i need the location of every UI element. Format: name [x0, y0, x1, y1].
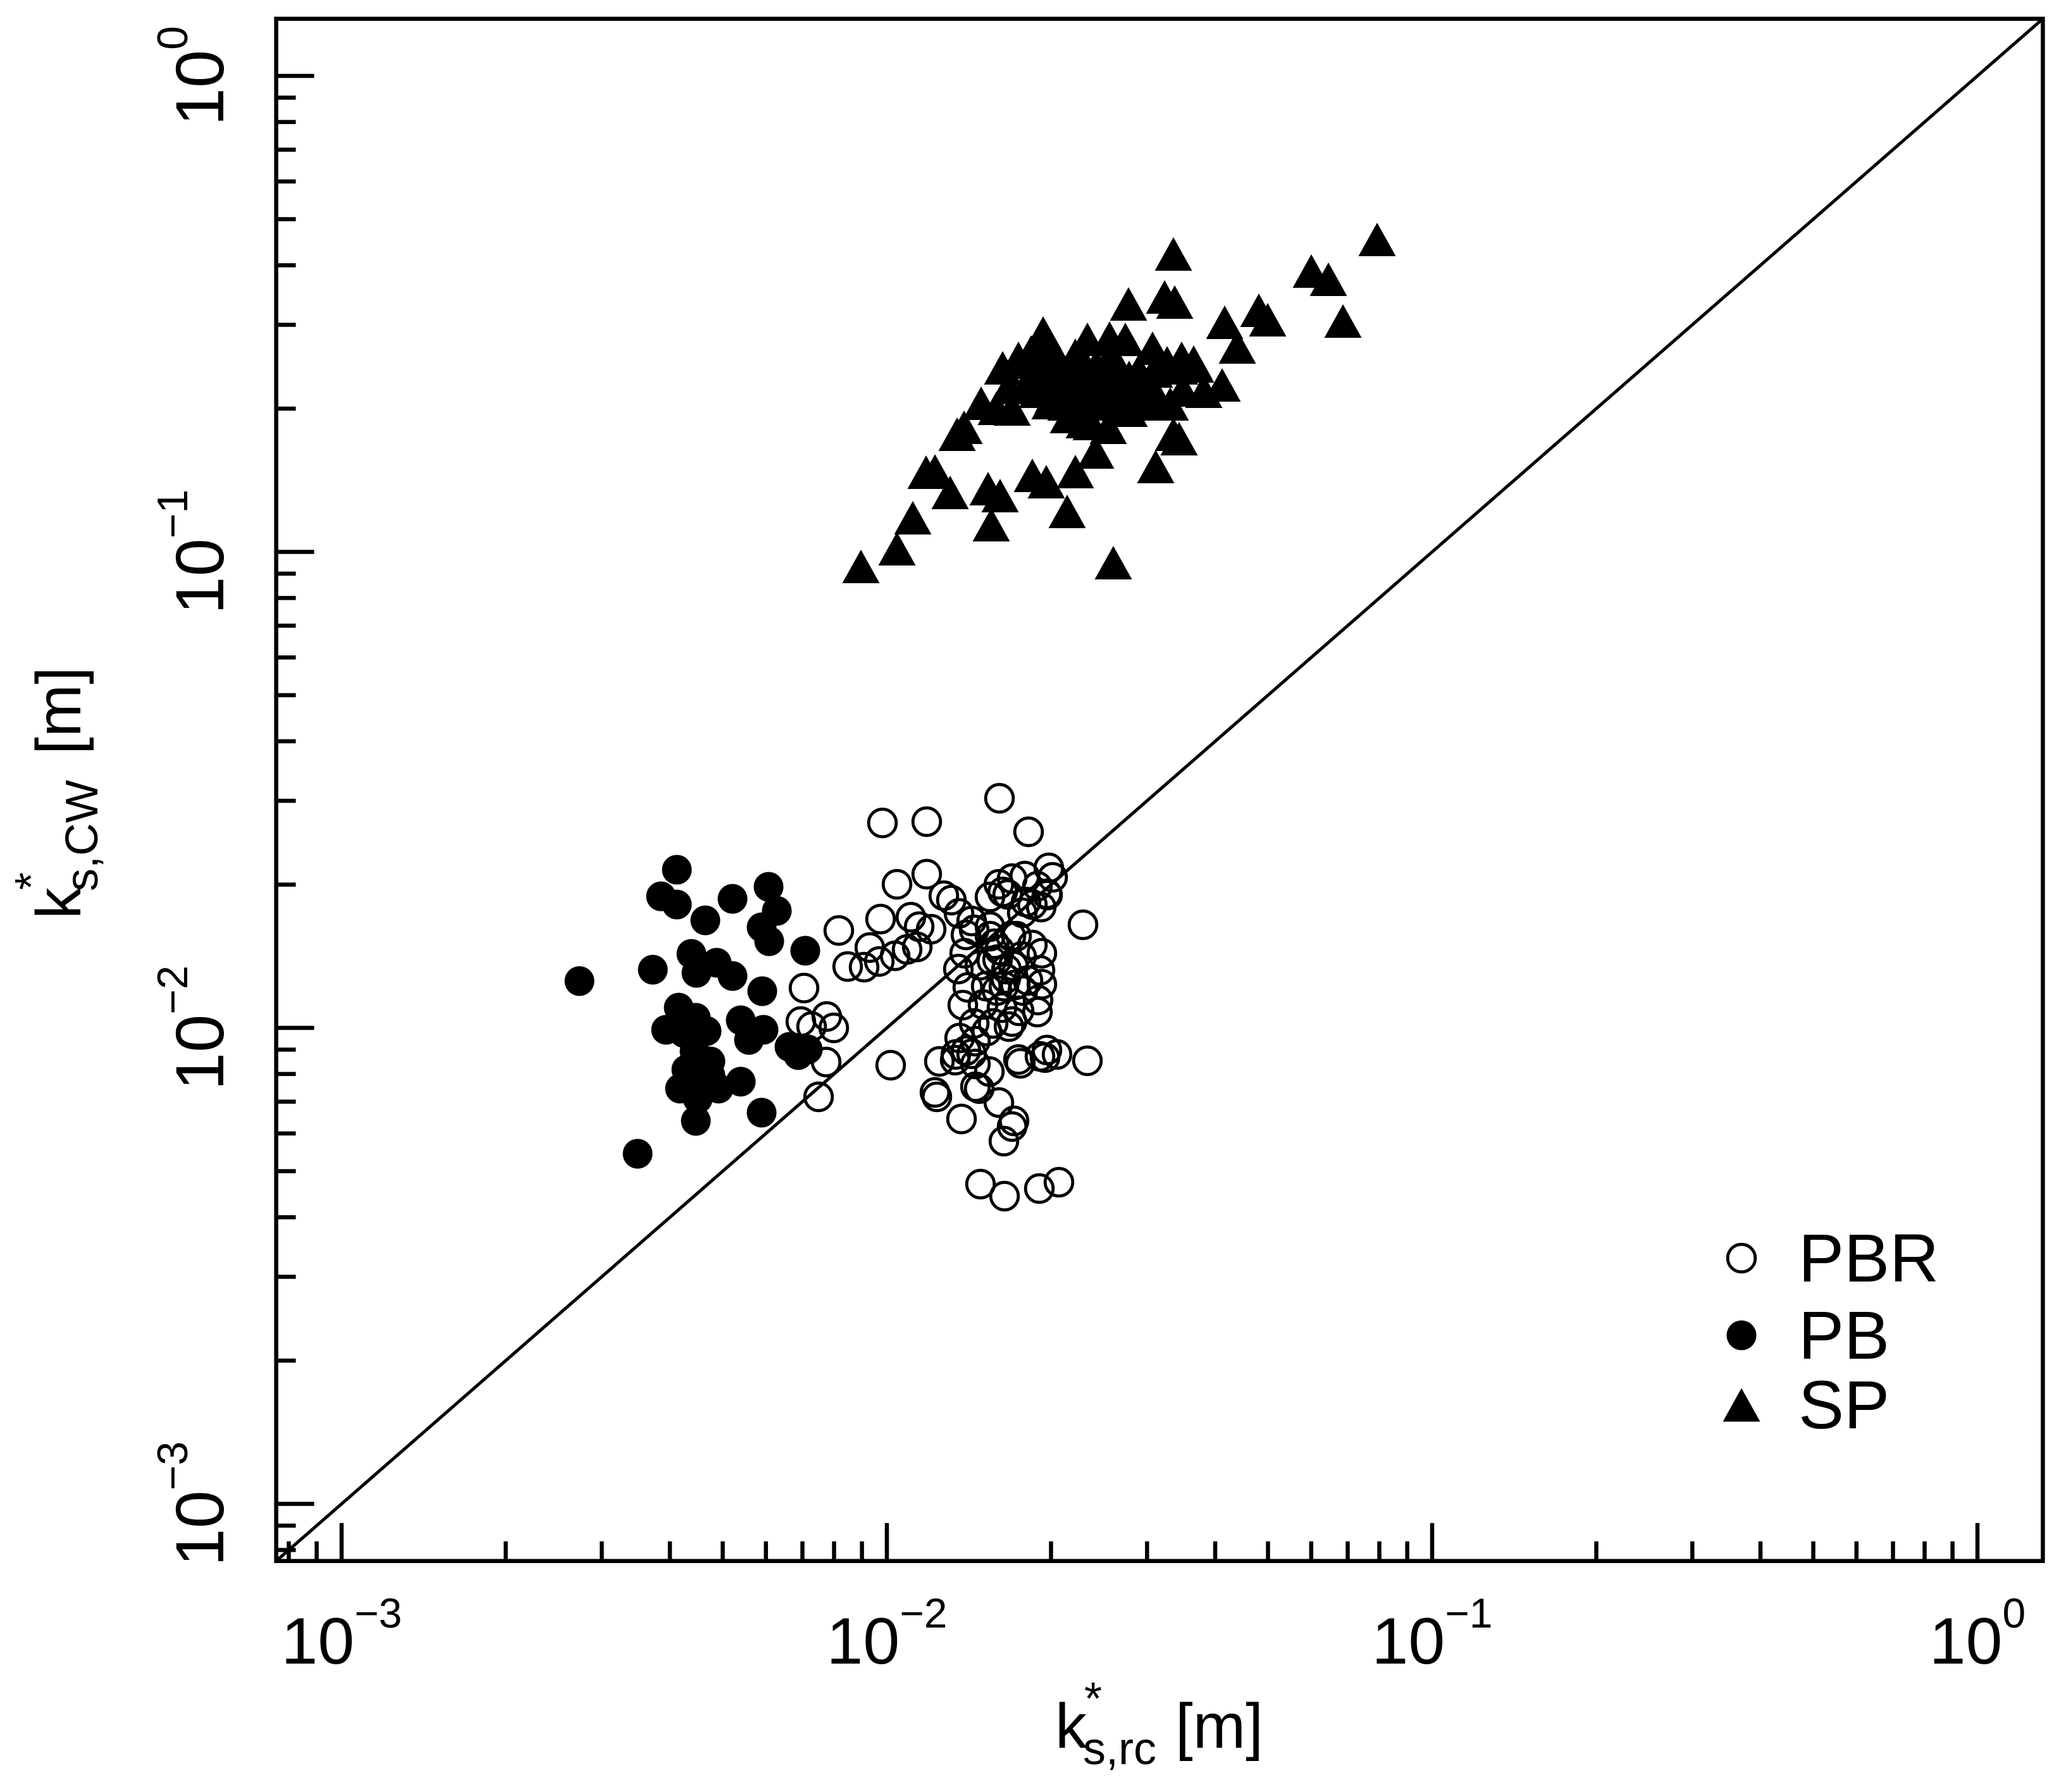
- svg-text:PBR: PBR: [1798, 1220, 1939, 1296]
- svg-text:k*s,rc[m]: k* s,rc [m]: [1055, 1674, 1263, 1774]
- svg-text:PB: PB: [1798, 1297, 1890, 1373]
- svg-text:SP: SP: [1798, 1366, 1890, 1443]
- svg-text:10−3: 10−3: [281, 1590, 402, 1678]
- svg-text:10−2: 10−2: [827, 1590, 948, 1678]
- svg-text:k*s,CW[m]: k*s,CW[m]: [6, 667, 108, 919]
